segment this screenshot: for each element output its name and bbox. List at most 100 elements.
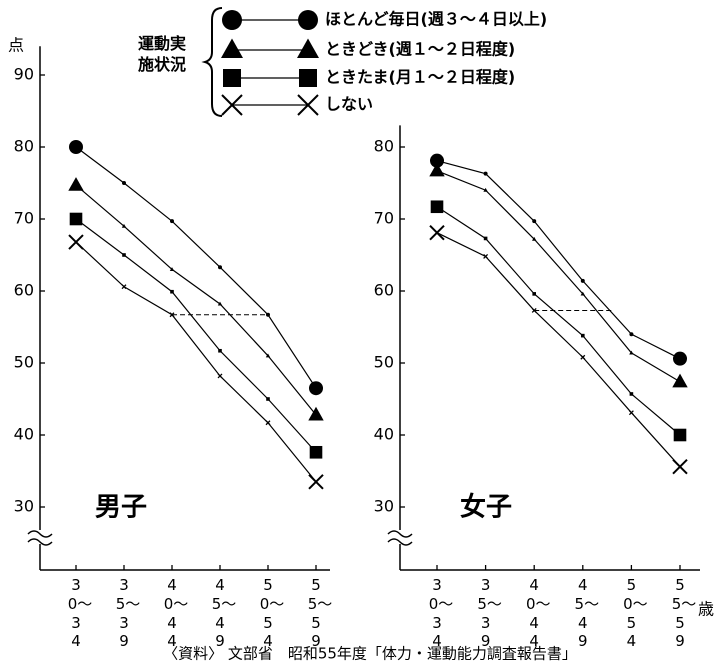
point	[122, 181, 126, 185]
legend-label: ほとんど毎日(週３～４日以上)	[325, 10, 547, 29]
y-tick-label: 60	[14, 281, 34, 300]
point	[121, 284, 127, 290]
point	[308, 406, 324, 421]
x-tick-label: 30〜34	[67, 576, 93, 651]
legend-title: 運動実施状況	[138, 34, 187, 74]
point	[580, 291, 585, 296]
point	[222, 10, 242, 30]
point	[673, 351, 687, 366]
x-tick-label: 50〜54	[623, 576, 648, 651]
point	[218, 348, 222, 353]
point	[580, 354, 586, 360]
series-line	[75, 241, 317, 483]
point	[673, 428, 687, 442]
point	[309, 445, 323, 459]
point	[532, 292, 536, 296]
point	[580, 278, 585, 283]
y-tick-label: 30	[374, 497, 394, 516]
x-tick-label: 45〜49	[211, 576, 237, 651]
y-tick-label: 60	[374, 281, 394, 300]
legend-label: ときたま(月１～２日程度)	[325, 68, 515, 87]
point	[169, 267, 175, 271]
point	[221, 38, 243, 58]
point	[430, 153, 444, 168]
point	[297, 94, 319, 116]
point	[308, 474, 324, 490]
point	[218, 265, 222, 270]
axis-break	[387, 530, 413, 546]
point	[298, 10, 318, 30]
point	[170, 289, 174, 294]
legend-label: ときどき(週１～２日程度)	[325, 40, 515, 59]
y-axis-label: 点	[8, 36, 24, 55]
point	[170, 219, 174, 224]
series-line	[436, 170, 681, 383]
point	[265, 420, 271, 426]
point	[69, 140, 83, 154]
y-tick-label: 90	[14, 65, 34, 84]
series-line	[436, 160, 681, 360]
x-tick-label: 30〜34	[428, 576, 454, 651]
y-tick-label: 80	[374, 137, 394, 156]
point	[483, 253, 489, 259]
point	[223, 69, 241, 87]
point	[532, 219, 537, 224]
point	[265, 353, 271, 358]
y-tick-label: 30	[14, 497, 34, 516]
point	[430, 200, 444, 214]
point	[217, 373, 223, 379]
series-line	[75, 218, 317, 453]
point	[299, 69, 317, 87]
point	[483, 171, 488, 176]
point	[532, 236, 537, 241]
x-tick-label: 35〜39	[115, 576, 141, 651]
series-line	[436, 232, 681, 468]
legend-brace	[201, 7, 223, 117]
point	[217, 301, 223, 306]
point	[69, 212, 83, 226]
x-tick-label: 35〜39	[477, 576, 502, 651]
series-line	[436, 206, 681, 436]
y-tick-label: 70	[374, 209, 394, 228]
x-tick-label: 50〜54	[259, 576, 285, 651]
series-line	[75, 146, 317, 389]
point	[266, 312, 270, 317]
point	[483, 187, 488, 192]
chart-title: 女子	[460, 492, 512, 523]
x-tick-label: 40〜44	[525, 576, 551, 651]
y-tick-label: 80	[14, 137, 34, 156]
point	[429, 162, 445, 177]
legend-label: しない	[325, 95, 373, 114]
point	[68, 177, 84, 191]
point	[122, 253, 126, 257]
y-tick-label: 50	[374, 353, 394, 372]
point	[121, 223, 127, 228]
point	[581, 333, 585, 338]
x-tick-label: 55〜59	[671, 576, 697, 651]
y-tick-label: 50	[14, 353, 34, 372]
point	[266, 397, 270, 401]
x-axis-label: 歳	[698, 600, 714, 619]
y-tick-label: 70	[14, 209, 34, 228]
source: 〈資料〉 文部省 昭和55年度「体力・運動能力調査報告書」	[163, 645, 577, 663]
point	[221, 94, 243, 116]
point	[672, 458, 688, 475]
point	[309, 381, 323, 396]
point	[483, 236, 488, 241]
y-tick-label: 40	[374, 425, 394, 444]
point	[629, 392, 634, 396]
x-tick-label: 55〜59	[307, 576, 333, 651]
point	[629, 332, 634, 337]
chart-title: 男子	[95, 493, 147, 523]
point	[672, 373, 688, 388]
point	[297, 38, 319, 58]
point	[629, 350, 634, 355]
point	[68, 234, 84, 250]
x-tick-label: 40〜44	[163, 576, 189, 651]
y-tick-label: 40	[14, 425, 34, 444]
point	[628, 410, 634, 416]
series-line	[75, 184, 317, 416]
axis-break	[27, 530, 53, 546]
